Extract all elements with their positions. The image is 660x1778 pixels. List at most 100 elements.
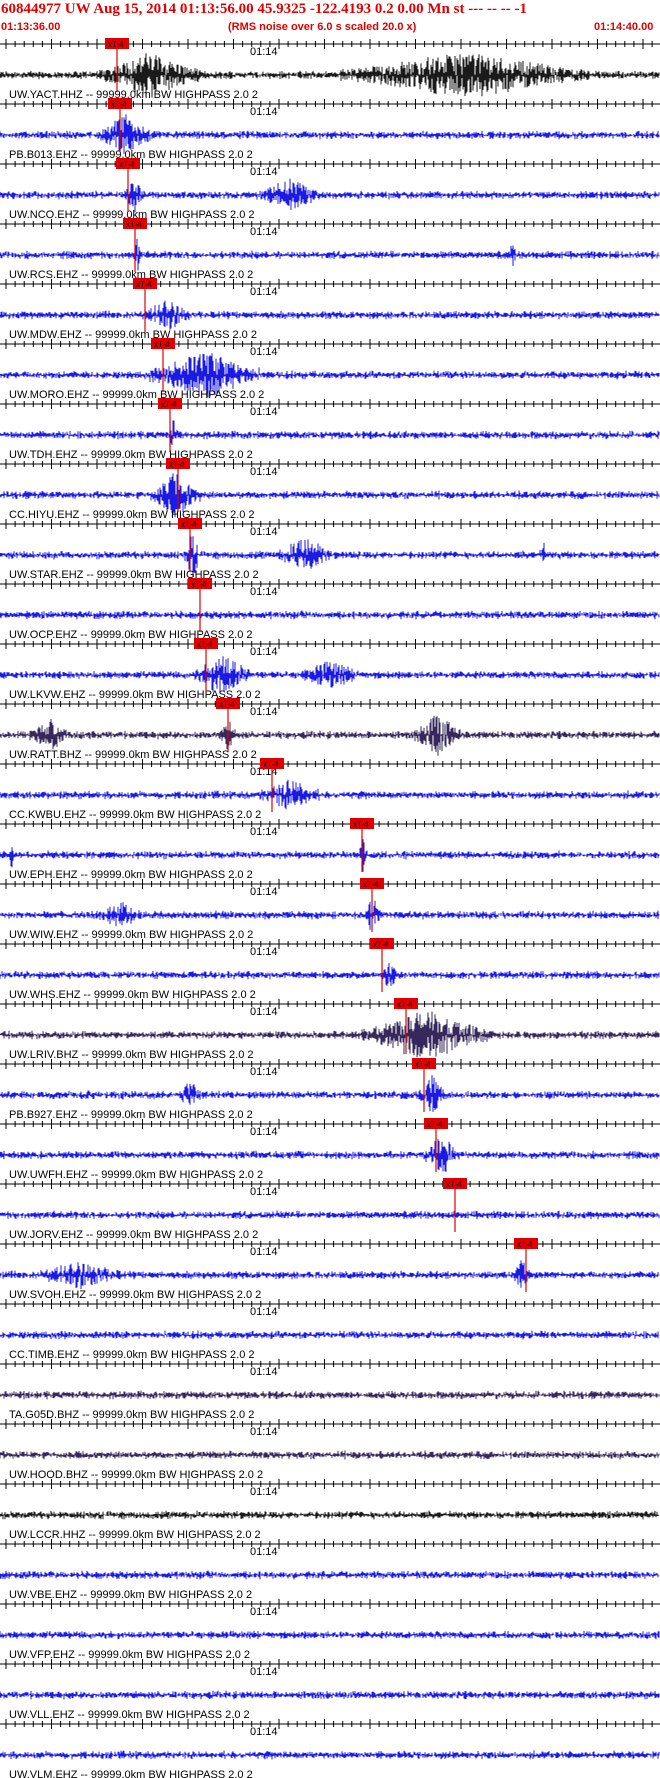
- waveform-trace: [0, 656, 660, 694]
- waveform-trace: [0, 1260, 660, 1289]
- pick-label: xT-4: [111, 100, 127, 109]
- station-label: CC.HIYU.EHZ -- 99999.0km BW HIGHPASS 2.0…: [9, 509, 255, 521]
- waveform-trace: [0, 1450, 660, 1460]
- station-label: PB.B013.EHZ -- 99999.0km BW HIGHPASS 2.0…: [9, 149, 253, 161]
- minute-mark-label: 01:14: [250, 1306, 278, 1318]
- minute-mark-label: 01:14: [250, 226, 278, 238]
- pick-label: xT-4: [219, 700, 235, 709]
- pick-label: xT-4: [154, 340, 170, 349]
- station-label: UW.MDW.EHZ -- 99999.0km BW HIGHPASS 2.0 …: [9, 329, 257, 341]
- pick-label: xT-4: [373, 940, 389, 949]
- pick-label: xT-4: [415, 1060, 431, 1069]
- minute-mark-label: 01:14: [250, 1486, 278, 1498]
- minute-mark-label: 01:14: [250, 886, 278, 898]
- waveform-trace: [0, 114, 660, 154]
- waveform-trace: [0, 1570, 660, 1580]
- minute-mark-label: 01:14: [250, 466, 278, 478]
- station-label: CC.KWBU.EHZ -- 99999.0km BW HIGHPASS 2.0…: [9, 809, 261, 821]
- waveform-trace: [0, 715, 660, 756]
- seismogram-plot: 01:14 UW.YACT.HHZ -- 99999.0km BW HIGHPAS…: [0, 38, 660, 1778]
- waveform-trace: [0, 779, 660, 810]
- station-label: UW.STAR.EHZ -- 99999.0km BW HIGHPASS 2.0…: [9, 569, 259, 581]
- pick-label: xT-4: [126, 220, 142, 229]
- waveform-trace: [0, 420, 660, 445]
- minute-mark-label: 01:14: [250, 1726, 278, 1738]
- station-label: UW.RCS.EHZ -- 99999.0km BW HIGHPASS 2.0 …: [9, 269, 253, 281]
- station-label: TA.G05D.BHZ -- 99999.0km BW HIGHPASS 2.0…: [9, 1409, 254, 1421]
- waveform-trace: [0, 1630, 660, 1640]
- station-label: UW.TDH.EHZ -- 99999.0km BW HIGHPASS 2.0 …: [9, 449, 253, 461]
- header: 60844977 UW Aug 15, 2014 01:13:56.00 45.…: [0, 0, 660, 36]
- minute-mark-label: 01:14: [250, 1606, 278, 1618]
- waveform-trace: [0, 1210, 660, 1220]
- waveform-trace: [0, 1011, 660, 1057]
- waveform-trace: [0, 536, 660, 578]
- minute-mark-label: 01:14: [250, 1186, 278, 1198]
- minute-mark-label: 01:14: [250, 46, 278, 58]
- pick-label: xT-4: [353, 820, 369, 829]
- minute-mark-label: 01:14: [250, 1546, 278, 1558]
- pick-label: xT-4: [136, 280, 152, 289]
- pick-label: xT-4: [446, 1180, 462, 1189]
- minute-mark-label: 01:14: [250, 646, 278, 658]
- station-label: UW.LKVW.EHZ -- 99999.0km BW HIGHPASS 2.0…: [9, 689, 261, 701]
- waveform-trace: [0, 839, 660, 872]
- waveform-trace: [0, 963, 660, 986]
- station-label: UW.VLL.EHZ -- 99999.0km BW HIGHPASS 2.0 …: [9, 1709, 250, 1721]
- pick-label: xT-4: [169, 460, 185, 469]
- start-time: 01:13:36.00: [1, 21, 61, 33]
- end-time: 01:14:40.00: [594, 21, 654, 33]
- minute-mark-label: 01:14: [250, 406, 278, 418]
- minute-mark-label: 01:14: [250, 826, 278, 838]
- waveform-trace: [0, 53, 660, 98]
- waveform-trace: [0, 178, 660, 213]
- minute-mark-label: 01:14: [250, 526, 278, 538]
- minute-mark-label: 01:14: [250, 706, 278, 718]
- waveform-trace: [0, 1139, 660, 1172]
- pick-label: xT-4: [181, 520, 197, 529]
- station-label: UW.UWFH.EHZ -- 99999.0km BW HIGHPASS 2.0…: [9, 1169, 263, 1181]
- pick-label: xT-4: [363, 880, 379, 889]
- waveform-trace: [0, 353, 660, 398]
- station-label: UW.VLM.EHZ -- 99999.0km BW HIGHPASS 2.0 …: [9, 1769, 253, 1778]
- station-label: UW.LRIV.BHZ -- 99999.0km BW HIGHPASS 2.0…: [9, 1049, 254, 1061]
- pick-label: xT-4: [108, 40, 124, 49]
- event-title: 60844977 UW Aug 15, 2014 01:13:56.00 45.…: [1, 1, 527, 17]
- station-label: UW.WIW.EHZ -- 99999.0km BW HIGHPASS 2.0 …: [9, 929, 253, 941]
- station-label: CC.TIMB.EHZ -- 99999.0km BW HIGHPASS 2.0…: [9, 1349, 255, 1361]
- station-label: UW.WHS.EHZ -- 99999.0km BW HIGHPASS 2.0 …: [9, 989, 256, 1001]
- pick-label: xT-4: [427, 1120, 443, 1129]
- pick-label: xT-4: [517, 1240, 533, 1249]
- pick-label: xT-4: [191, 580, 207, 589]
- minute-mark-label: 01:14: [250, 1066, 278, 1078]
- chart-subtitle: (RMS noise over 6.0 s scaled 20.0 x): [228, 21, 417, 33]
- minute-mark-label: 01:14: [250, 286, 278, 298]
- pick-label: xT-4: [397, 1000, 413, 1009]
- pick-label: xT-4: [263, 760, 279, 769]
- station-label: UW.JORV.EHZ -- 99999.0km BW HIGHPASS 2.0…: [9, 1229, 258, 1241]
- station-label: UW.SVOH.EHZ -- 99999.0km BW HIGHPASS 2.0…: [9, 1289, 261, 1301]
- waveform-trace: [0, 473, 660, 517]
- station-label: UW.YACT.HHZ -- 99999.0km BW HIGHPASS 2.0…: [9, 89, 258, 101]
- station-label: UW.HOOD.BHZ -- 99999.0km BW HIGHPASS 2.0…: [9, 1469, 263, 1481]
- station-label: PB.B927.EHZ -- 99999.0km BW HIGHPASS 2.0…: [9, 1109, 253, 1121]
- pick-label: xT-4: [197, 640, 213, 649]
- minute-mark-label: 01:14: [250, 586, 278, 598]
- station-label: UW.OCP.EHZ -- 99999.0km BW HIGHPASS 2.0 …: [9, 629, 253, 641]
- pick-label: xT-4: [119, 160, 135, 169]
- waveform-trace: [0, 238, 660, 271]
- waveform-trace: [0, 1330, 660, 1340]
- minute-mark-label: 01:14: [250, 1246, 278, 1258]
- minute-mark-label: 01:14: [250, 1426, 278, 1438]
- minute-mark-label: 01:14: [250, 1006, 278, 1018]
- minute-mark-label: 01:14: [250, 1126, 278, 1138]
- minute-mark-label: 01:14: [250, 1366, 278, 1378]
- station-label: UW.EPH.EHZ -- 99999.0km BW HIGHPASS 2.0 …: [9, 869, 253, 881]
- waveform-trace: [0, 610, 660, 620]
- minute-mark-label: 01:14: [250, 346, 278, 358]
- station-label: UW.VFP.EHZ -- 99999.0km BW HIGHPASS 2.0 …: [9, 1649, 250, 1661]
- waveform-trace: [0, 1390, 660, 1400]
- station-label: UW.LCCR.HHZ -- 99999.0km BW HIGHPASS 2.0…: [9, 1529, 261, 1541]
- waveform-trace: [0, 1075, 660, 1112]
- station-label: UW.MORO.EHZ -- 99999.0km BW HIGHPASS 2.0…: [9, 389, 264, 401]
